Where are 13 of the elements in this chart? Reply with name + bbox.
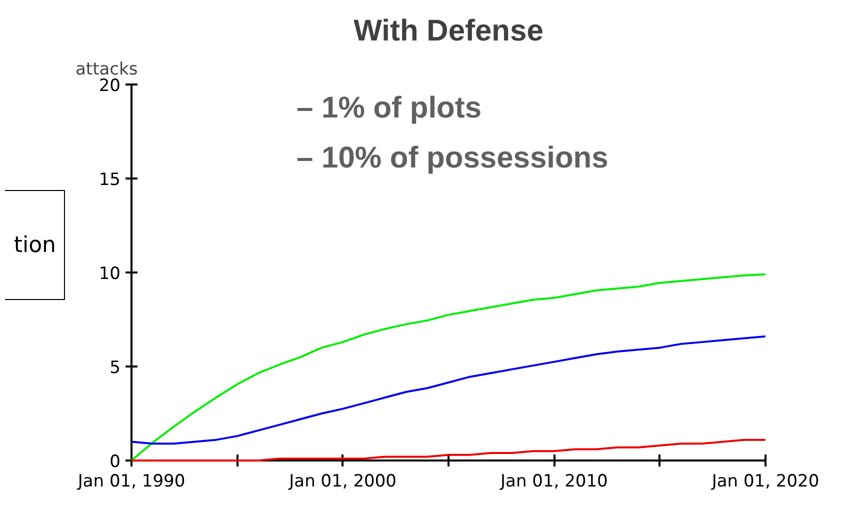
x-tick-label: Jan 01, 2020 [710, 472, 820, 492]
x-tick-label: Jan 01, 2010 [500, 472, 608, 492]
y-tick-label: 15 [98, 170, 121, 190]
y-tick-label: 5 [110, 358, 121, 378]
y-tick-label: 10 [98, 264, 121, 284]
line-series [130, 335, 766, 445]
x-tick-label: Jan 01, 1990 [76, 472, 186, 492]
chart-title: With Defense [354, 14, 544, 48]
y-tick-label: 0 [110, 452, 121, 472]
annotation: – 1% of plots [296, 92, 482, 124]
annotation: – 10% of possessions [296, 142, 608, 174]
x-tick-label: Jan 01, 2000 [288, 472, 396, 492]
text: tion [14, 232, 56, 260]
